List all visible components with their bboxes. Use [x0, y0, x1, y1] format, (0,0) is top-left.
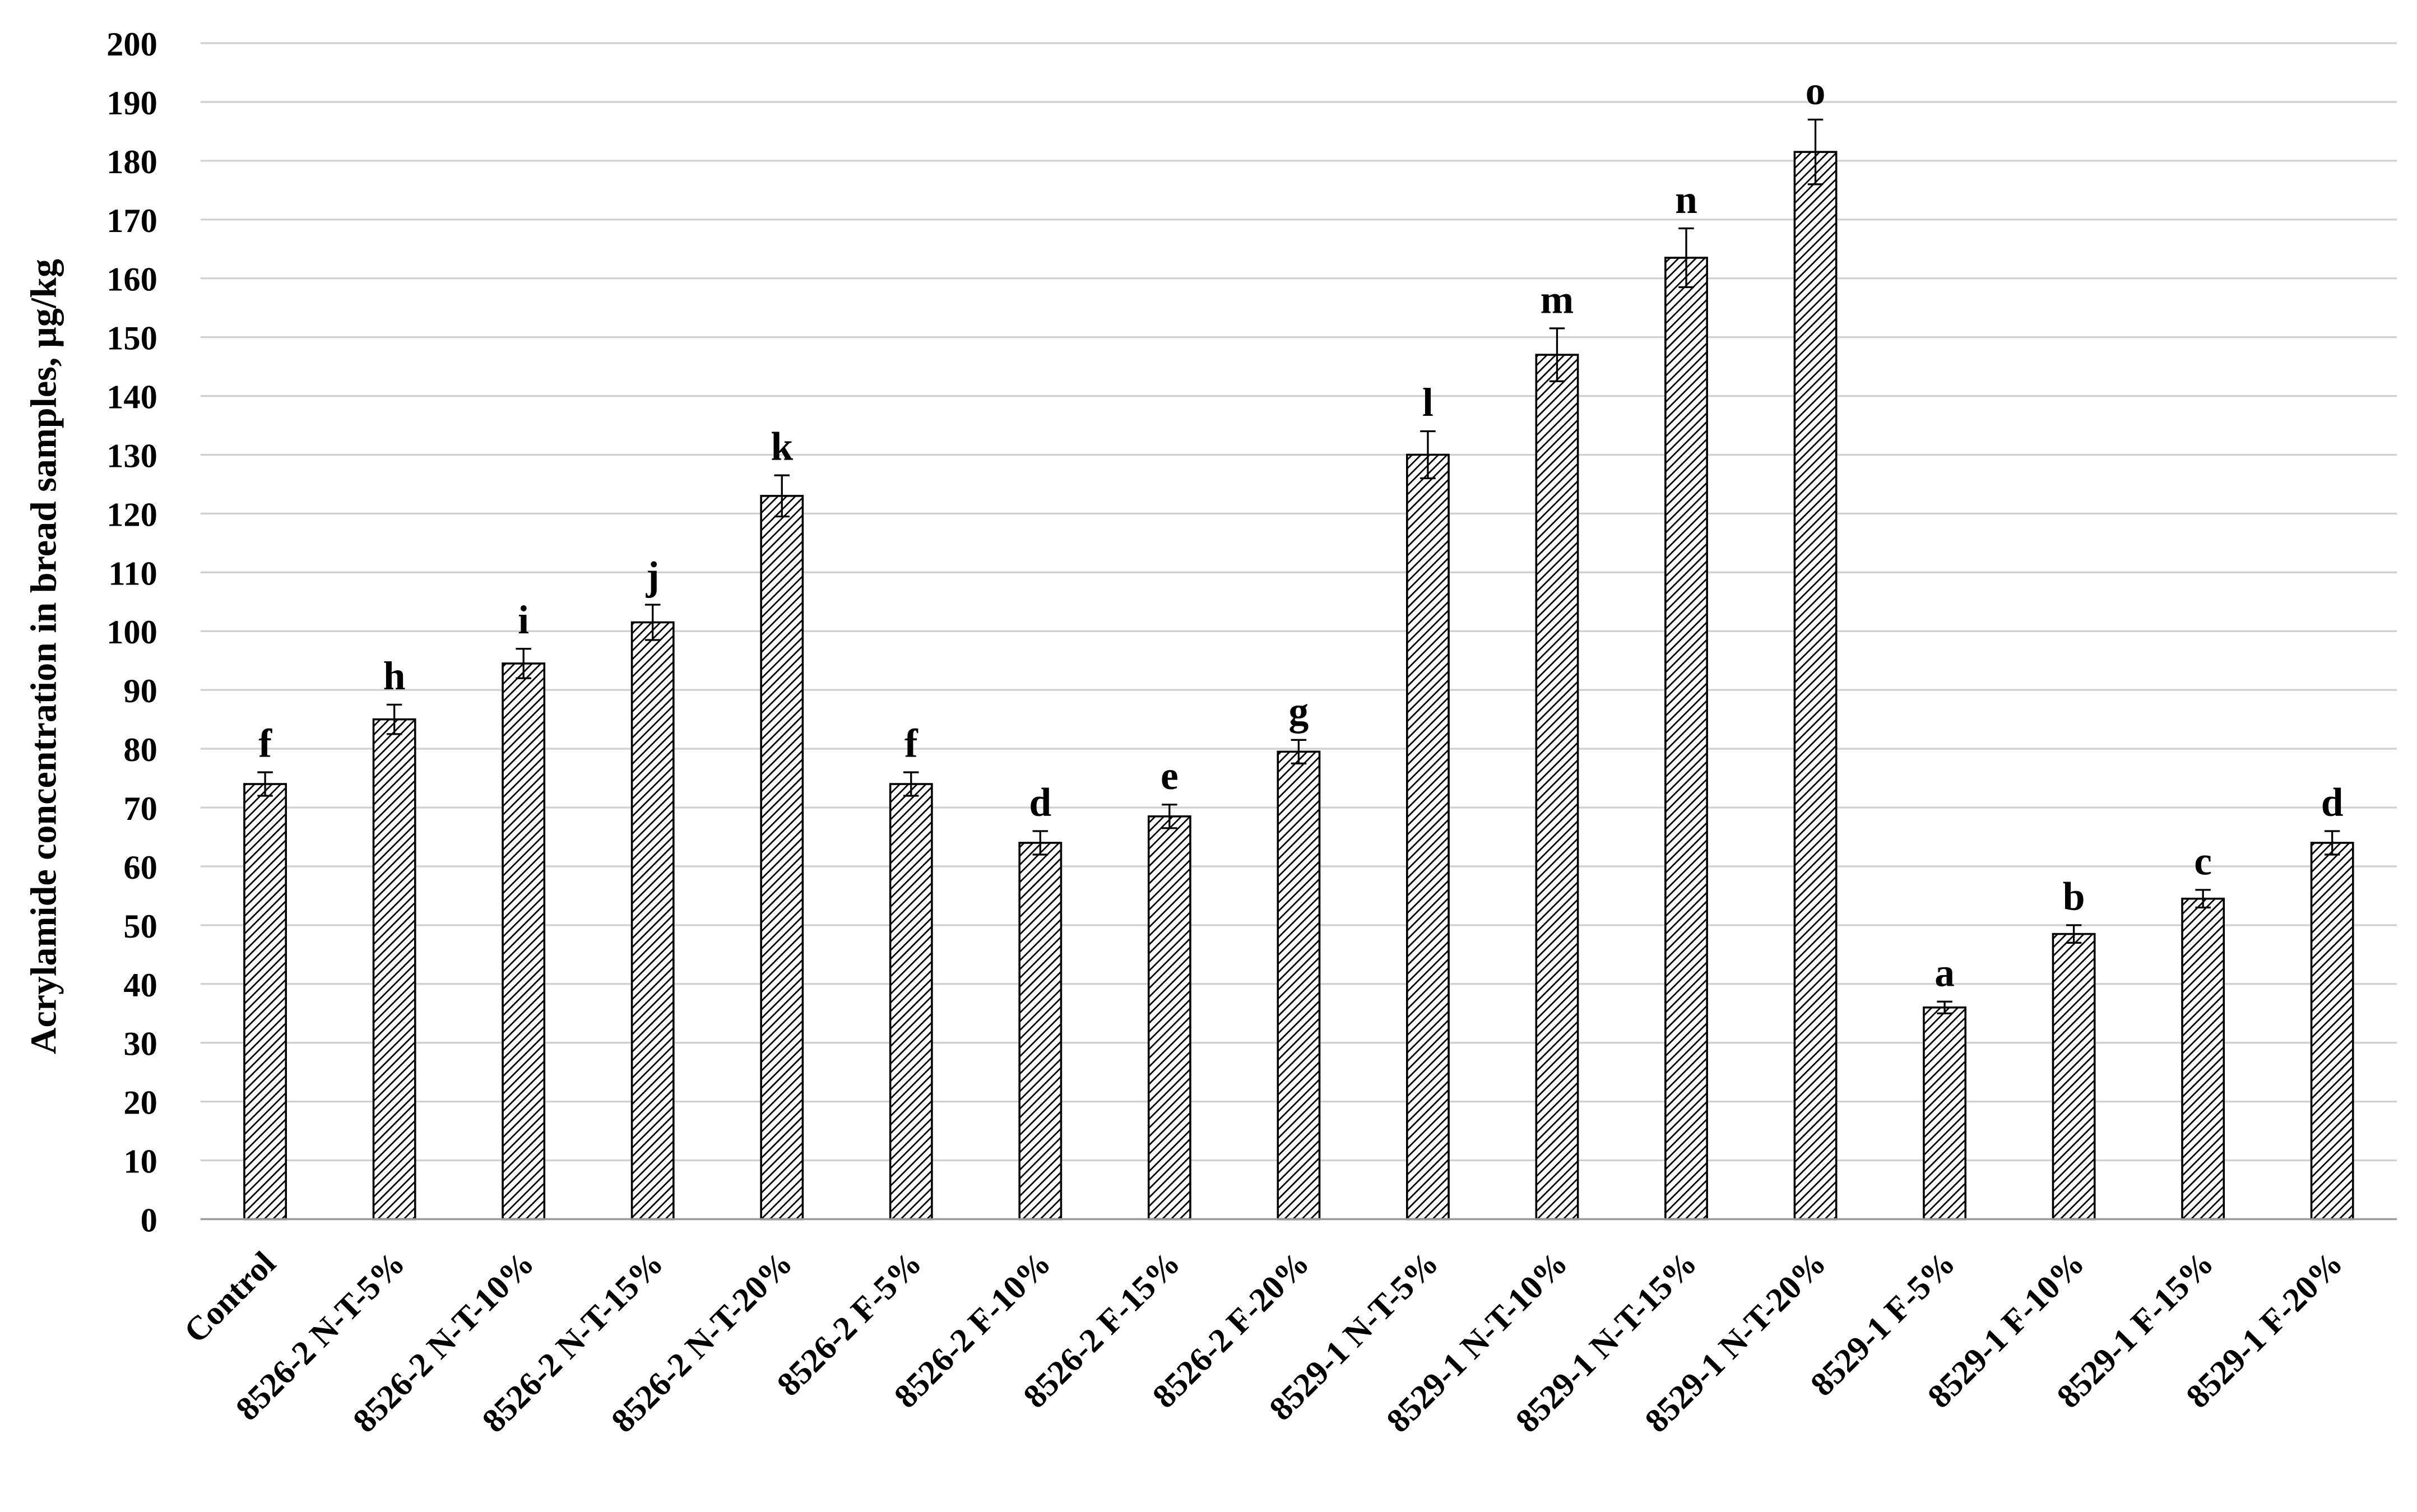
y-tick-label: 160 [106, 261, 157, 299]
y-tick-label: 110 [108, 555, 157, 592]
y-tick-label: 150 [106, 320, 157, 358]
annotation: o [1806, 69, 1826, 113]
annotation: f [258, 722, 272, 766]
annotation: m [1541, 277, 1574, 322]
error-bar [2066, 924, 2082, 944]
annotation: i [518, 598, 529, 642]
error-bar [774, 474, 790, 518]
bar [1793, 151, 1838, 1221]
bar [1664, 257, 1708, 1221]
bar [760, 495, 804, 1221]
error-bar [1807, 118, 1824, 185]
annotation: d [2321, 780, 2344, 824]
bar [2181, 897, 2225, 1221]
y-tick-label: 40 [123, 967, 157, 1004]
annotation: n [1675, 178, 1697, 222]
bar [1147, 815, 1191, 1221]
y-tick-label: 50 [123, 908, 157, 945]
bar [889, 783, 933, 1221]
y-tick-label: 90 [123, 672, 157, 710]
bar [1923, 1006, 1966, 1221]
error-bar [903, 771, 919, 797]
bar [243, 783, 287, 1221]
bar [372, 718, 416, 1221]
error-bar [516, 648, 531, 679]
y-tick-label: 180 [106, 143, 157, 181]
y-tick-label: 70 [123, 790, 157, 828]
error-bar [257, 771, 273, 797]
y-tick-label: 130 [106, 437, 157, 475]
bar [630, 621, 675, 1221]
error-bar [1549, 327, 1565, 382]
error-bar [1678, 227, 1694, 289]
y-tick-label: 30 [123, 1026, 157, 1063]
bar [2310, 842, 2354, 1221]
annotation: d [1029, 780, 1051, 824]
y-tick-label: 10 [123, 1143, 157, 1181]
annotation: g [1289, 689, 1309, 734]
error-bar [386, 703, 402, 735]
annotation: l [1422, 381, 1434, 425]
bar [1277, 750, 1321, 1221]
bar [1018, 842, 1063, 1221]
annotation: k [771, 425, 793, 469]
y-tick-label: 120 [106, 496, 157, 534]
error-bar [2195, 889, 2211, 909]
y-tick-label: 80 [123, 731, 157, 769]
error-bar [1162, 804, 1177, 829]
y-axis-title: Acrylamide concentration in bread sample… [23, 259, 64, 1054]
error-bar [644, 604, 661, 641]
y-tick-label: 0 [141, 1202, 157, 1239]
bar [1406, 453, 1450, 1221]
y-tick-label: 60 [123, 849, 157, 887]
error-bar [2324, 830, 2340, 856]
bar [2052, 933, 2096, 1221]
error-bar [1420, 430, 1436, 480]
y-tick-label: 190 [106, 85, 157, 122]
x-tick-label: Control [177, 1244, 283, 1350]
error-bar [1937, 1000, 1952, 1014]
y-tick-label: 200 [106, 26, 157, 63]
annotation: e [1161, 754, 1179, 798]
error-bar [1291, 739, 1307, 764]
annotation: h [383, 654, 406, 698]
bar [1535, 354, 1579, 1221]
annotation: f [904, 722, 918, 766]
annotation: j [646, 554, 660, 599]
bar [502, 662, 546, 1221]
annotation: c [2194, 839, 2212, 883]
y-tick-label: 20 [123, 1084, 157, 1122]
error-bar [1032, 830, 1049, 856]
y-tick-label: 100 [106, 614, 157, 651]
y-tick-label: 170 [106, 202, 157, 240]
annotation: a [1934, 951, 1955, 995]
y-tick-label: 140 [106, 379, 157, 416]
annotation: b [2063, 874, 2085, 919]
